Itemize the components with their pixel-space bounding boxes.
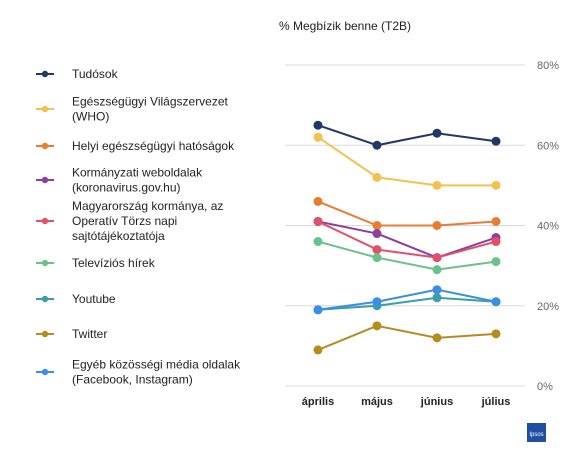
series-line — [317, 220, 497, 259]
y-tick-label: 0% — [537, 381, 553, 393]
legend-swatch-marker — [41, 70, 49, 78]
data-point — [372, 253, 382, 263]
legend-label: (koronavirus.gov.hu) — [72, 181, 181, 195]
data-point — [372, 172, 382, 182]
data-point — [313, 120, 323, 130]
data-point — [432, 253, 442, 263]
data-point — [313, 237, 323, 247]
legend-label: Egyéb közösségi média oldalak — [72, 358, 241, 372]
data-point — [491, 136, 501, 146]
legend-swatch-marker — [41, 105, 49, 113]
data-point — [491, 216, 501, 226]
series-line — [317, 136, 496, 187]
data-point — [313, 132, 323, 142]
legend-label: Youtube — [72, 292, 116, 306]
data-point — [491, 180, 501, 190]
chart-title: % Megbízik benne (T2B) — [279, 19, 411, 33]
legend-item: Televíziós hírek — [36, 256, 156, 270]
data-point — [372, 221, 382, 230]
legend-label: Tudósok — [72, 67, 119, 81]
legend-swatch-marker — [41, 259, 49, 267]
data-point — [432, 333, 442, 343]
legend-item: Egészségügyi Világszervezet(WHO) — [36, 95, 229, 124]
legend-label: Egészségügyi Világszervezet — [72, 95, 229, 109]
series-1 — [313, 120, 501, 150]
y-axis-ticks: 0% 20% 40% 60% 80% — [537, 60, 559, 393]
data-point — [372, 321, 382, 331]
data-point — [313, 196, 323, 206]
legend-label: Magyarország kormánya, az — [72, 199, 223, 213]
x-tick-label: április — [302, 396, 334, 408]
data-point — [432, 180, 442, 190]
legend-item: Helyi egészségügyi hatóságok — [36, 139, 235, 153]
x-tick-label: június — [420, 396, 453, 408]
ipsos-logo: Ipsos — [527, 423, 546, 442]
legend-label: Helyi egészségügyi hatóságok — [72, 139, 235, 153]
series-line — [317, 296, 497, 311]
data-point — [491, 257, 501, 267]
data-point — [432, 221, 442, 230]
data-point — [372, 245, 382, 255]
legend-label: sajtótájékoztatója — [72, 229, 165, 243]
legend-swatch-marker — [41, 142, 49, 150]
logo-box — [527, 423, 546, 442]
series-line — [317, 288, 497, 311]
data-point — [372, 229, 382, 239]
series-line — [317, 124, 497, 147]
legend-item: Kormányzati weboldalak(koronavirus.gov.h… — [36, 166, 203, 195]
y-tick-label: 40% — [537, 221, 559, 233]
series-5 — [313, 216, 501, 263]
legend-label: Operatív Törzs napi — [72, 214, 177, 228]
data-point — [432, 293, 442, 303]
data-point — [372, 297, 382, 307]
data-point — [432, 128, 442, 138]
data-point — [432, 285, 442, 295]
series-8 — [313, 321, 501, 355]
legend-item: Egyéb közösségi média oldalak(Facebook, … — [36, 358, 241, 387]
y-tick-label: 60% — [537, 140, 559, 152]
x-tick-label: július — [481, 396, 511, 408]
data-point — [313, 345, 323, 355]
legend-item: Youtube — [36, 292, 116, 306]
data-point — [313, 216, 323, 226]
x-tick-label: május — [361, 396, 393, 408]
series-line — [317, 324, 497, 351]
y-tick-label: 20% — [537, 301, 559, 313]
logo-text: Ipsos — [529, 432, 543, 438]
data-point — [491, 297, 501, 307]
legend-label: (Facebook, Instagram) — [72, 373, 193, 387]
series-2 — [313, 132, 501, 190]
x-axis-ticks: április május június július — [302, 396, 511, 408]
y-tick-label: 80% — [537, 60, 559, 72]
data-point — [372, 140, 382, 150]
legend-label: Televíziós hírek — [72, 256, 156, 270]
series-6 — [313, 237, 501, 275]
series-3 — [313, 196, 501, 230]
legend-swatch-marker — [41, 330, 49, 338]
series-line — [317, 200, 497, 227]
legend-swatch-marker — [41, 176, 49, 184]
series-lines — [313, 120, 501, 355]
data-point — [491, 237, 501, 247]
legend-item: Tudósok — [36, 67, 119, 81]
legend: Tudósok Egészségügyi Világszervezet(WHO) H… — [36, 67, 241, 387]
series-line — [317, 240, 497, 271]
series-9 — [313, 285, 501, 315]
series-line — [317, 220, 497, 259]
legend-swatch-marker — [41, 368, 49, 376]
data-point — [432, 265, 442, 275]
legend-label: (WHO) — [72, 110, 109, 124]
legend-label: Kormányzati weboldalak — [72, 166, 203, 180]
data-point — [491, 329, 501, 339]
legend-swatch-marker — [41, 217, 49, 225]
data-point — [313, 305, 323, 315]
legend-swatch-marker — [41, 295, 49, 303]
legend-item: Twitter — [36, 327, 107, 341]
legend-label: Twitter — [72, 327, 107, 341]
